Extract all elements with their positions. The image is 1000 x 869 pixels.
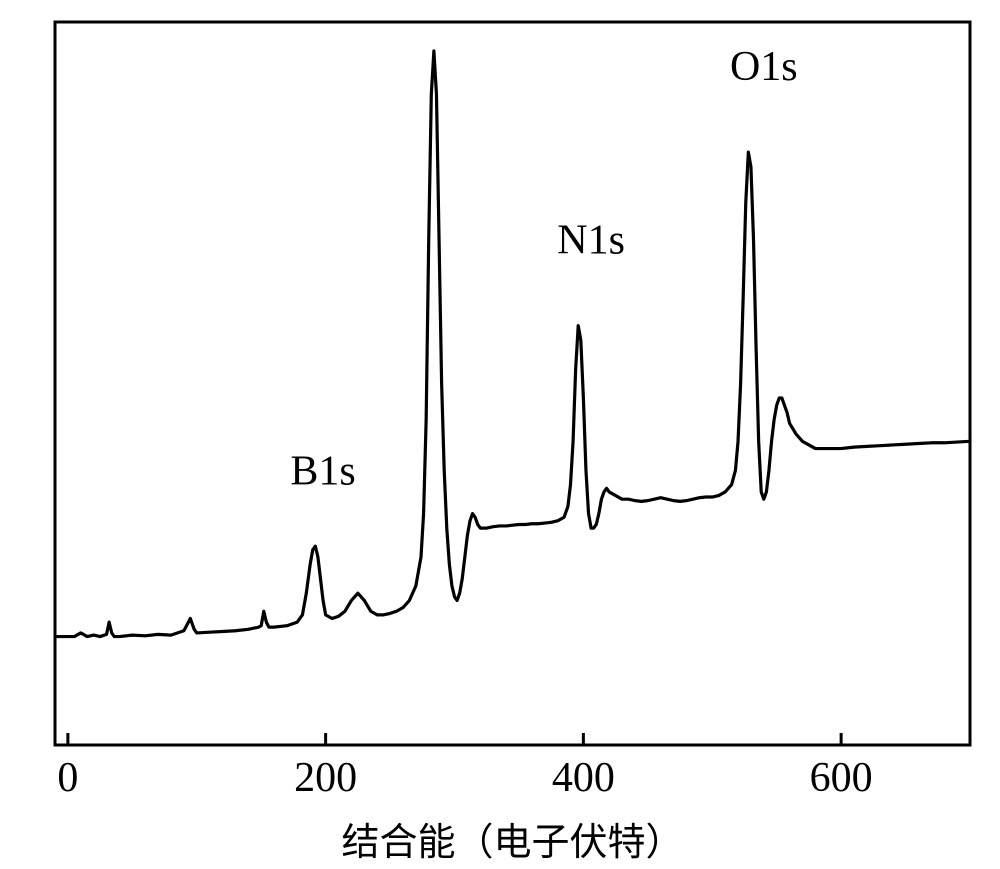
x-tick-label: 0 <box>57 755 78 801</box>
chart-canvas: 0200400600结合能（电子伏特）B1sC1sN1sO1s <box>0 0 1000 869</box>
x-tick-label: 600 <box>810 755 873 801</box>
xps-spectrum-chart: 0200400600结合能（电子伏特）B1sC1sN1sO1s <box>0 0 1000 869</box>
peak-label: N1s <box>557 217 625 263</box>
peak-label: O1s <box>730 44 798 90</box>
x-axis-label: 结合能（电子伏特） <box>341 822 683 864</box>
x-tick-label: 400 <box>552 755 615 801</box>
peak-label: B1s <box>290 449 355 495</box>
x-tick-label: 200 <box>294 755 357 801</box>
